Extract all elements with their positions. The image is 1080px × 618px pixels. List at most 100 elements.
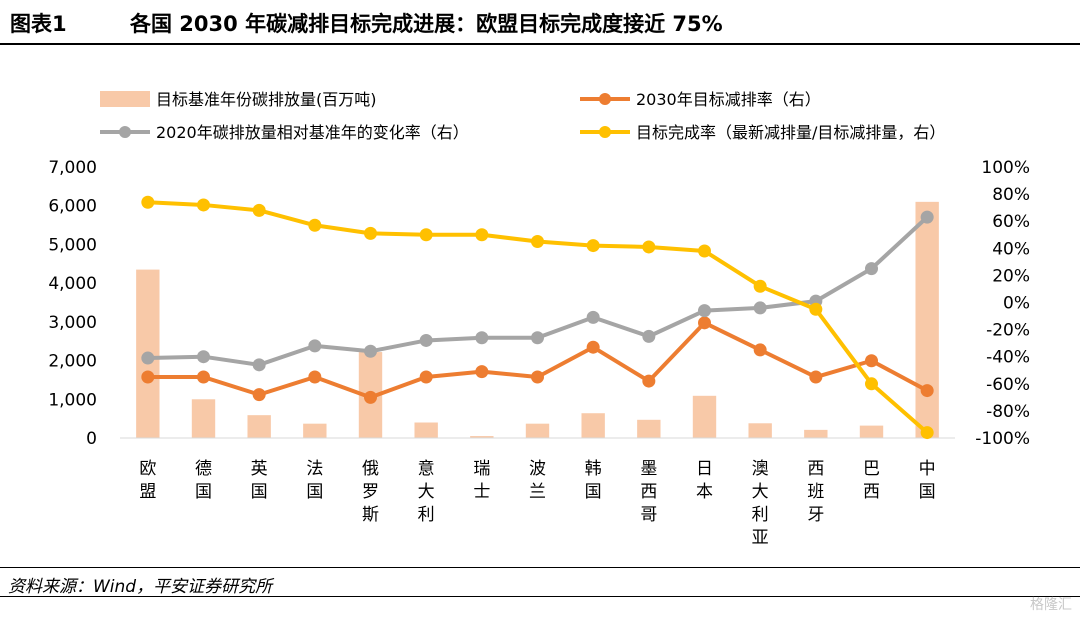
series-point-2: [642, 329, 656, 343]
series-point-1: [252, 388, 266, 402]
right-tick-label: -60%: [986, 375, 1030, 395]
right-tick-label: -40%: [986, 348, 1030, 368]
series-point-1: [419, 370, 433, 384]
legend-label-3: 目标完成率（最新减排量/目标减排量，右）: [636, 123, 945, 142]
bar: [247, 415, 271, 438]
series-point-3: [197, 198, 210, 212]
category-label: 西班牙: [807, 459, 824, 525]
series-point-2: [920, 210, 934, 224]
category-label: 墨西哥: [640, 459, 657, 525]
legend-marker-2: [119, 126, 131, 138]
series-point-1: [865, 354, 878, 368]
left-tick-label: 1,000: [48, 390, 97, 410]
series-point-1: [809, 370, 823, 384]
watermark: 格隆汇: [1030, 597, 1072, 613]
series-point-2: [698, 304, 711, 318]
series-point-3: [865, 377, 878, 391]
series-point-3: [586, 239, 600, 253]
right-axis: -100% -80% -60% -40% -20% 0% 20% 40% 60% 80% 100%: [975, 158, 1030, 449]
series-point-1: [475, 365, 489, 379]
bar: [191, 399, 216, 438]
category-label: 法国: [306, 459, 323, 502]
series-point-1: [586, 340, 600, 354]
series-point-3: [141, 195, 155, 209]
left-tick-label: 0: [86, 429, 97, 449]
category-label: 日本: [696, 459, 713, 502]
bar: [581, 413, 605, 438]
left-tick-label: 5,000: [48, 235, 97, 255]
series-point-2: [419, 333, 433, 347]
left-tick-label: 7,000: [48, 158, 97, 178]
combo-chart: 目标基准年份碳排放量(百万吨) 2030年目标减排率（右） 2020年碳排放量相对基…: [48, 90, 1030, 548]
left-tick-label: 2,000: [48, 352, 97, 372]
right-tick-label: 0%: [1003, 294, 1030, 314]
category-label: 韩国: [585, 459, 602, 502]
bar: [804, 429, 828, 438]
series-point-2: [753, 301, 767, 315]
right-tick-label: -80%: [986, 402, 1030, 422]
category-label: 德国: [195, 459, 212, 502]
series-point-3: [698, 244, 711, 258]
series-point-2: [141, 351, 155, 365]
series-point-1: [642, 374, 656, 388]
left-axis: 0 1,000 2,000 3,000 4,000 5,000 6,000 7,000: [48, 158, 97, 449]
footer-rule-top: [0, 567, 1080, 568]
series-point-1: [698, 316, 711, 330]
series-point-2: [308, 339, 322, 353]
series-point-2: [364, 344, 377, 358]
category-label: 瑞士: [473, 459, 490, 502]
series-point-3: [531, 235, 544, 249]
series-point-3: [475, 228, 489, 242]
series-point-1: [197, 370, 210, 384]
source-note: 资料来源：Wind，平安证券研究所: [8, 577, 273, 597]
figure-number: 图表1: [10, 12, 67, 36]
series-point-3: [642, 240, 656, 254]
line-series: [141, 195, 934, 440]
series-point-2: [586, 310, 600, 324]
legend-label-0: 目标基准年份碳排放量(百万吨): [156, 90, 377, 109]
series-point-3: [920, 426, 934, 440]
figure-header: 图表1 各国 2030 年碳减排目标完成进展：欧盟目标完成度接近 75%: [0, 0, 1080, 46]
series-point-2: [475, 331, 489, 345]
category-label: 波兰: [529, 459, 546, 502]
series-point-2: [531, 331, 544, 345]
legend: 目标基准年份碳排放量(百万吨) 2030年目标减排率（右） 2020年碳排放量相对基…: [100, 90, 945, 142]
right-tick-label: -100%: [975, 429, 1030, 449]
bar-series: [120, 201, 955, 439]
bar: [692, 395, 717, 438]
legend-marker-1: [599, 93, 611, 105]
category-label: 澳大利亚: [752, 459, 769, 548]
bar: [637, 419, 661, 438]
series-point-2: [252, 358, 266, 372]
series-point-3: [364, 226, 377, 240]
series-point-3: [809, 302, 823, 316]
series-point-1: [308, 370, 322, 384]
header-rule: [0, 43, 1080, 45]
bar: [915, 201, 939, 438]
series-point-1: [364, 390, 377, 404]
series-point-1: [531, 370, 544, 384]
series-point-2: [197, 350, 210, 364]
bar: [859, 425, 884, 438]
right-tick-label: 100%: [981, 158, 1030, 178]
right-tick-label: 60%: [992, 212, 1030, 232]
footer-rule-bottom: [0, 596, 1080, 597]
legend-marker-3: [599, 126, 611, 138]
category-label: 意大利: [418, 459, 435, 525]
series-point-1: [753, 343, 767, 357]
left-tick-label: 6,000: [48, 197, 97, 217]
bar: [414, 422, 438, 438]
series-point-3: [308, 218, 322, 232]
category-label: 欧盟: [139, 459, 156, 502]
series-point-3: [419, 228, 433, 242]
figure-title: 各国 2030 年碳减排目标完成进展：欧盟目标完成度接近 75%: [130, 12, 723, 36]
right-tick-label: 40%: [992, 239, 1030, 259]
series-point-1: [920, 384, 934, 398]
category-label: 英国: [251, 459, 268, 502]
legend-label-2: 2020年碳排放量相对基准年的变化率（右）: [156, 123, 469, 142]
series-point-3: [753, 279, 767, 293]
right-tick-label: 80%: [992, 185, 1030, 205]
left-tick-label: 4,000: [48, 274, 97, 294]
legend-label-1: 2030年目标减排率（右）: [636, 90, 821, 109]
